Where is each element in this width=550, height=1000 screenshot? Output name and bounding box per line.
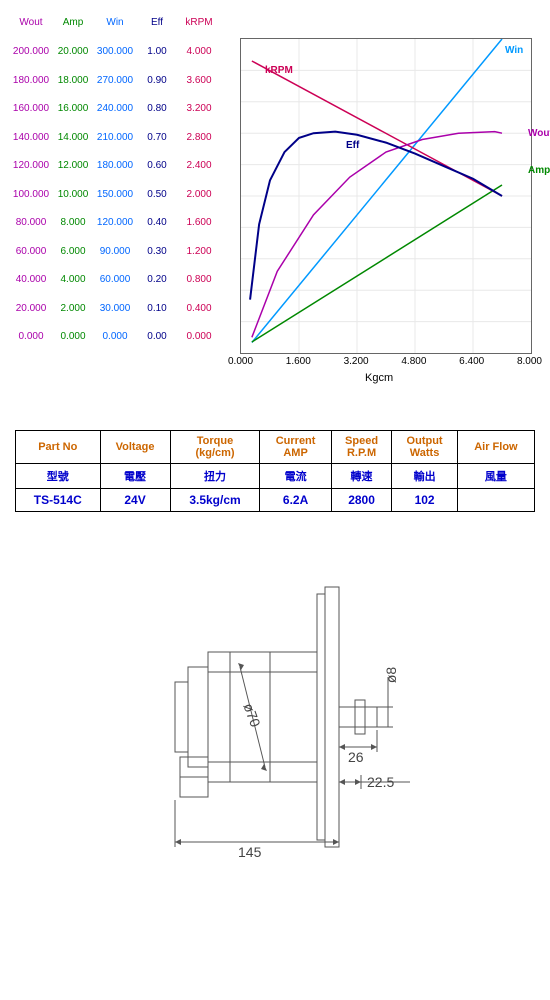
- series-label-win: Win: [505, 45, 523, 56]
- yaxis-wout: Wout200.000180.000160.000140.000120.0001…: [10, 18, 52, 352]
- spec-table: Part NoVoltageTorque(kg/cm)CurrentAMPSpe…: [15, 430, 535, 512]
- th-cn: 轉速: [331, 464, 392, 489]
- td: [457, 489, 534, 512]
- table-header-cn: 型號電壓扭力電流轉速輸出風量: [16, 464, 535, 489]
- mechanical-drawing: ø70 ø8 26 22.5 145: [130, 582, 420, 882]
- th-en: SpeedR.P.M: [331, 431, 392, 464]
- td: 6.2A: [260, 489, 331, 512]
- chart-plot-area: [240, 38, 532, 354]
- dim-225: 22.5: [367, 774, 394, 790]
- td: TS-514C: [16, 489, 101, 512]
- td: 2800: [331, 489, 392, 512]
- motor-performance-chart: Wout200.000180.000160.000140.000120.0001…: [10, 10, 540, 380]
- th-en: CurrentAMP: [260, 431, 331, 464]
- td: 102: [392, 489, 457, 512]
- th-en: Voltage: [100, 431, 170, 464]
- series-label-eff: Eff: [346, 140, 359, 151]
- y-axis-columns: Wout200.000180.000160.000140.000120.0001…: [10, 18, 220, 352]
- table-header-en: Part NoVoltageTorque(kg/cm)CurrentAMPSpe…: [16, 431, 535, 464]
- table-row: TS-514C24V3.5kg/cm6.2A2800102: [16, 489, 535, 512]
- th-cn: 輸出: [392, 464, 457, 489]
- yaxis-eff: Eff1.000.900.800.700.600.500.400.300.200…: [136, 18, 178, 352]
- th-cn: 扭力: [170, 464, 260, 489]
- th-en: Air Flow: [457, 431, 534, 464]
- dim-26: 26: [348, 749, 364, 765]
- dim-d8: ø8: [383, 667, 399, 683]
- yaxis-amp: Amp20.00018.00016.00014.00012.00010.0008…: [52, 18, 94, 352]
- drawing-svg: [130, 582, 420, 882]
- th-cn: 電壓: [100, 464, 170, 489]
- x-axis-label: Kgcm: [365, 372, 393, 384]
- dim-145: 145: [238, 844, 261, 860]
- series-label-wout: Wout: [528, 128, 550, 139]
- series-label-krpm: kRPM: [265, 65, 293, 76]
- th-en: Part No: [16, 431, 101, 464]
- series-label-amp: Amp: [528, 165, 550, 176]
- th-cn: 電流: [260, 464, 331, 489]
- th-en: OutputWatts: [392, 431, 457, 464]
- yaxis-win: Win300.000270.000240.000210.000180.00015…: [94, 18, 136, 352]
- th-cn: 型號: [16, 464, 101, 489]
- th-cn: 風量: [457, 464, 534, 489]
- th-en: Torque(kg/cm): [170, 431, 260, 464]
- td: 3.5kg/cm: [170, 489, 260, 512]
- td: 24V: [100, 489, 170, 512]
- yaxis-krpm: kRPM4.0003.6003.2002.8002.4002.0001.6001…: [178, 18, 220, 352]
